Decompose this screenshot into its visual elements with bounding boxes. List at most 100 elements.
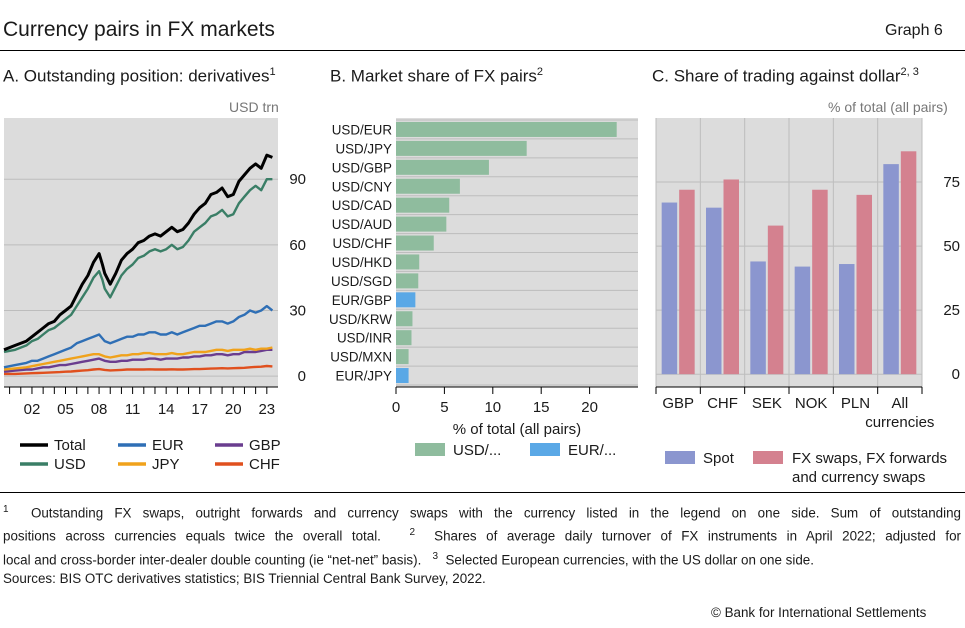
footnote-line-2: positions across currencies equals twice… — [3, 527, 961, 544]
panel-c-title: C. Share of trading against dollar2, 3 — [652, 66, 919, 86]
category-label: USD/GBP — [332, 160, 392, 175]
y-tick-label: 25 — [943, 302, 960, 319]
legend-swatch — [415, 443, 445, 456]
header-rule — [0, 50, 965, 51]
footnote-line-3: local and cross-border inter-dealer doub… — [3, 550, 814, 568]
bar-spot — [883, 164, 899, 375]
y-tick-label: 60 — [289, 237, 306, 254]
category-label: SEK — [752, 395, 782, 412]
bar — [396, 197, 450, 213]
bar-spot — [706, 207, 722, 375]
bar-swaps — [679, 189, 695, 375]
x-tick-label: 10 — [484, 399, 501, 416]
x-tick-label: 20 — [225, 401, 242, 418]
bar — [396, 349, 409, 365]
legend-swatch-swaps — [753, 451, 783, 464]
category-label: EUR/GBP — [332, 293, 392, 308]
category-label: USD/HKD — [332, 255, 393, 270]
legend-label-eur: EUR — [152, 437, 184, 454]
category-label: PLN — [841, 395, 870, 412]
panel-b-title: B. Market share of FX pairs2 — [330, 66, 544, 86]
legend-label-jpy: JPY — [152, 456, 180, 473]
bar-swaps — [723, 179, 739, 375]
category-label: USD/EUR — [332, 122, 393, 137]
category-label: EUR/JPY — [335, 369, 392, 384]
bar — [396, 330, 412, 346]
x-tick-label: 05 — [57, 401, 74, 418]
bar — [396, 254, 420, 270]
bar-swaps — [812, 189, 828, 375]
y-tick-label: 50 — [943, 238, 960, 255]
chart-title: Currency pairs in FX markets — [3, 18, 275, 41]
y-tick-label: 30 — [289, 302, 306, 319]
x-tick-label: 5 — [440, 399, 448, 416]
bar — [396, 159, 489, 175]
bar-spot — [750, 261, 766, 375]
bar-swaps — [900, 151, 917, 375]
x-tick-label: 0 — [392, 399, 400, 416]
bar-spot — [794, 266, 811, 375]
x-tick-label: 20 — [581, 399, 598, 416]
legend-label-chf: CHF — [249, 456, 280, 473]
legend-label-swaps: and currency swaps — [792, 469, 925, 485]
category-label: USD/JPY — [335, 141, 392, 156]
y-tick-label: 0 — [952, 366, 960, 383]
category-label: GBP — [662, 395, 694, 412]
panel-a-unit: USD trn — [229, 99, 279, 115]
legend-label-spot: Spot — [703, 450, 735, 467]
bar — [396, 140, 527, 156]
legend-swatch — [530, 443, 560, 456]
bar — [396, 216, 447, 232]
panel-c-unit: % of total (all pairs) — [828, 99, 948, 115]
series-line-jpy — [3, 346, 273, 371]
x-tick-label: 15 — [533, 399, 550, 416]
bar-spot — [661, 202, 678, 375]
category-label: USD/KRW — [329, 312, 392, 327]
panel-b-chart: USD/EUR USD/JPY USD/GBP USD/CNY USD/CAD USD/A… — [329, 118, 638, 459]
sources: Sources: BIS OTC derivatives statistics;… — [3, 571, 486, 586]
graph-label: Graph 6 — [885, 22, 943, 39]
y-tick-label: 90 — [289, 171, 306, 188]
panel-a-title: A. Outstanding position: derivatives1 — [3, 66, 276, 86]
category-label: USD/CAD — [332, 198, 393, 213]
x-tick-label: 14 — [158, 401, 175, 418]
footnotes: 1 Outstanding FX swaps, outright forward… — [3, 500, 961, 570]
series-line-usd — [3, 177, 273, 354]
series-line-eur — [3, 304, 274, 369]
category-label: USD/MXN — [330, 350, 392, 365]
category-label: USD/INR — [337, 331, 392, 346]
category-label: All — [891, 395, 908, 412]
bar — [396, 311, 413, 327]
series-line-gbp — [3, 348, 273, 373]
bar — [396, 292, 416, 308]
legend-label-total: Total — [54, 437, 86, 454]
bar — [396, 368, 409, 384]
legend-label: EUR/... — [568, 442, 616, 459]
bar — [396, 178, 460, 194]
legend-label-usd: USD — [54, 456, 86, 473]
x-tick-label: 02 — [24, 401, 41, 418]
panel-a-chart: 0 30 60 90 02 05 08 11 14 17 20 23 Total EUR GBP USD JPY… — [3, 118, 306, 473]
y-tick-label: 75 — [943, 174, 960, 191]
legend-swatch-spot — [665, 451, 695, 464]
bar — [396, 235, 434, 251]
charts-rule — [0, 492, 965, 493]
category-label: USD/CNY — [332, 179, 392, 194]
plot-area — [4, 118, 278, 387]
x-tick-label: 08 — [91, 401, 108, 418]
x-tick-label: 17 — [191, 401, 208, 418]
x-tick-label: 11 — [125, 401, 141, 418]
category-label: USD/AUD — [332, 217, 393, 232]
legend-label-swaps: FX swaps, FX forwards — [792, 450, 947, 467]
x-tick-label: 23 — [258, 401, 275, 418]
footnote-line-1: 1 Outstanding FX swaps, outright forward… — [3, 504, 961, 521]
bar-spot — [839, 264, 855, 375]
category-label: USD/SGD — [331, 274, 392, 289]
category-label: CHF — [707, 395, 738, 412]
panel-c-chart: 0 25 50 75 GBP CHF SEK NOK PLN All currencies Spot F… — [655, 118, 960, 485]
category-label: NOK — [795, 395, 828, 412]
series-line-chf — [4, 364, 273, 376]
x-axis-label: % of total (all pairs) — [453, 421, 581, 438]
y-tick-label: 0 — [298, 368, 306, 385]
legend-label: USD/... — [453, 442, 501, 459]
